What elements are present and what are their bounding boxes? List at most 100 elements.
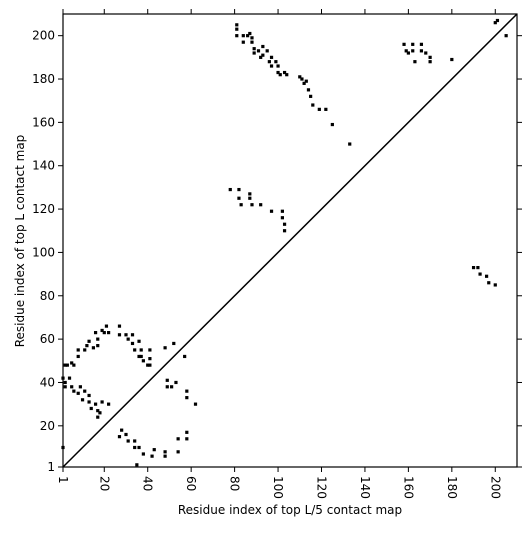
contact-point bbox=[96, 409, 100, 413]
contact-point bbox=[428, 55, 432, 59]
y-tick-label: 160 bbox=[32, 115, 55, 129]
contact-point bbox=[70, 361, 74, 365]
contact-point bbox=[493, 283, 497, 287]
contact-point bbox=[424, 51, 428, 55]
contact-point bbox=[133, 348, 137, 352]
contact-point bbox=[411, 42, 415, 46]
contact-point bbox=[504, 34, 508, 38]
y-tick-label: 180 bbox=[32, 72, 55, 86]
contact-point bbox=[317, 107, 321, 111]
contact-point bbox=[117, 435, 122, 439]
contact-point bbox=[137, 354, 141, 359]
contact-point bbox=[228, 187, 232, 192]
contact-point bbox=[78, 385, 82, 389]
contact-point bbox=[91, 346, 96, 350]
contact-point bbox=[330, 122, 334, 127]
contact-point bbox=[324, 107, 328, 111]
contact-point bbox=[235, 27, 239, 31]
x-tick-label: 20 bbox=[97, 476, 111, 491]
contact-point bbox=[450, 57, 454, 62]
y-tick-label: 20 bbox=[40, 419, 55, 433]
contact-point bbox=[163, 450, 167, 454]
contact-point bbox=[484, 274, 489, 278]
contact-point bbox=[163, 346, 167, 350]
contact-point bbox=[141, 452, 145, 456]
contact-point bbox=[137, 339, 141, 343]
contact-point bbox=[163, 454, 167, 458]
contact-point bbox=[100, 328, 104, 333]
contact-point bbox=[269, 64, 274, 68]
contact-point bbox=[96, 415, 100, 419]
contact-point bbox=[65, 363, 69, 367]
contact-point bbox=[124, 333, 128, 337]
contact-point bbox=[278, 73, 282, 77]
contact-point bbox=[98, 411, 102, 415]
contact-point bbox=[137, 445, 141, 450]
contact-point bbox=[87, 339, 91, 343]
y-tick-label: 200 bbox=[32, 29, 55, 43]
contact-point bbox=[261, 44, 265, 49]
x-tick-label: 200 bbox=[488, 476, 502, 499]
contact-point bbox=[248, 31, 252, 36]
contact-point bbox=[120, 428, 124, 432]
contact-point bbox=[250, 40, 254, 44]
contact-point bbox=[302, 81, 306, 85]
contact-point bbox=[404, 49, 408, 53]
contact-point bbox=[96, 344, 100, 348]
x-tick-label: 60 bbox=[184, 476, 198, 491]
contact-point bbox=[419, 42, 424, 46]
contact-point bbox=[130, 333, 135, 337]
contact-point bbox=[185, 396, 189, 400]
contact-point bbox=[241, 34, 245, 38]
contact-point bbox=[70, 385, 74, 389]
x-tick-label: 140 bbox=[358, 476, 372, 499]
plot-frame bbox=[62, 13, 518, 468]
contact-point bbox=[133, 445, 137, 450]
contact-point bbox=[76, 348, 80, 352]
contact-point bbox=[261, 53, 265, 57]
contact-point bbox=[87, 393, 91, 398]
contact-point bbox=[298, 75, 302, 79]
y-tick-label: 140 bbox=[32, 159, 55, 173]
contact-point bbox=[487, 281, 491, 285]
contact-point bbox=[67, 376, 72, 380]
x-tick-label: 80 bbox=[228, 476, 242, 491]
contact-point bbox=[411, 49, 415, 53]
contact-point bbox=[63, 385, 67, 389]
contact-point bbox=[89, 406, 93, 411]
contact-point bbox=[139, 348, 143, 352]
contact-point bbox=[96, 337, 100, 341]
contact-point bbox=[495, 18, 500, 23]
contact-point bbox=[241, 40, 245, 44]
contact-point bbox=[276, 64, 280, 68]
x-tick-label: 160 bbox=[401, 476, 415, 499]
contact-point bbox=[274, 60, 278, 64]
y-tick-label: 120 bbox=[32, 202, 55, 216]
contact-point bbox=[61, 376, 65, 380]
contact-point bbox=[267, 60, 271, 64]
contact-point bbox=[117, 324, 122, 328]
diagonal-line bbox=[62, 13, 518, 468]
contact-point bbox=[348, 142, 352, 146]
contact-point bbox=[63, 380, 67, 385]
contact-point bbox=[72, 363, 76, 367]
contact-point bbox=[152, 448, 156, 452]
contact-point bbox=[130, 341, 135, 346]
contact-point bbox=[269, 209, 274, 213]
contact-point bbox=[471, 265, 476, 270]
contact-point bbox=[83, 389, 87, 393]
contact-point bbox=[93, 402, 98, 406]
contact-point bbox=[72, 389, 76, 393]
contact-point bbox=[80, 398, 85, 402]
contact-point bbox=[76, 391, 80, 395]
y-tick-label: 1 bbox=[47, 460, 55, 474]
contact-point bbox=[141, 359, 145, 363]
contact-point bbox=[148, 363, 152, 367]
contact-point bbox=[193, 402, 198, 406]
contact-point bbox=[165, 378, 169, 382]
contact-point bbox=[282, 70, 287, 75]
contact-point bbox=[93, 331, 98, 335]
contact-point bbox=[148, 357, 152, 361]
contact-point bbox=[104, 324, 109, 328]
x-tick-label: 120 bbox=[314, 476, 328, 499]
